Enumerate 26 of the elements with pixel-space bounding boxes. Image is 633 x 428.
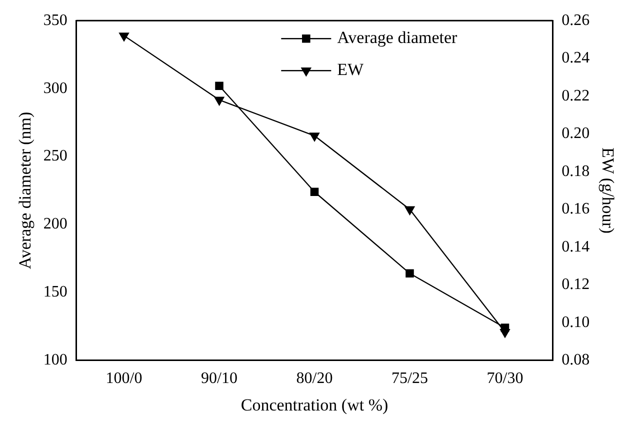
y2-tick-label: 0.10 xyxy=(562,314,590,331)
x-tick-label: 75/25 xyxy=(392,370,428,388)
x-tick-label: 90/10 xyxy=(201,370,238,388)
y2-axis-title: EW (g/hour) xyxy=(598,147,618,234)
y2-tick-label: 0.20 xyxy=(562,125,590,142)
y2-tick-label: 0.24 xyxy=(562,50,590,67)
legend-label: EW xyxy=(337,60,365,80)
y-tick-label: 350 xyxy=(43,12,68,29)
legend-label: Average diameter xyxy=(337,28,458,48)
y2-tick-label: 0.12 xyxy=(562,276,590,294)
x-tick-label: 100/0 xyxy=(106,370,142,388)
y2-tick-label: 0.08 xyxy=(562,352,590,369)
y-tick-label: 200 xyxy=(43,216,68,233)
y-tick-label: 150 xyxy=(43,284,68,301)
y2-tick-label: 0.26 xyxy=(562,12,590,29)
y-tick-label: 250 xyxy=(43,148,68,165)
y2-tick-label: 0.16 xyxy=(562,200,590,218)
y-tick-label: 300 xyxy=(43,80,68,97)
x-axis-title: Concentration (wt %) xyxy=(240,395,388,414)
x-tick-label: 80/20 xyxy=(296,370,333,388)
y2-tick-label: 0.14 xyxy=(562,238,590,256)
y2-tick-label: 0.22 xyxy=(562,87,590,104)
x-tick-label: 70/30 xyxy=(486,370,524,388)
y-axis-title: Average diameter (nm) xyxy=(16,112,35,270)
y2-tick-label: 0.18 xyxy=(562,162,590,180)
y-tick-label: 100 xyxy=(43,352,68,369)
